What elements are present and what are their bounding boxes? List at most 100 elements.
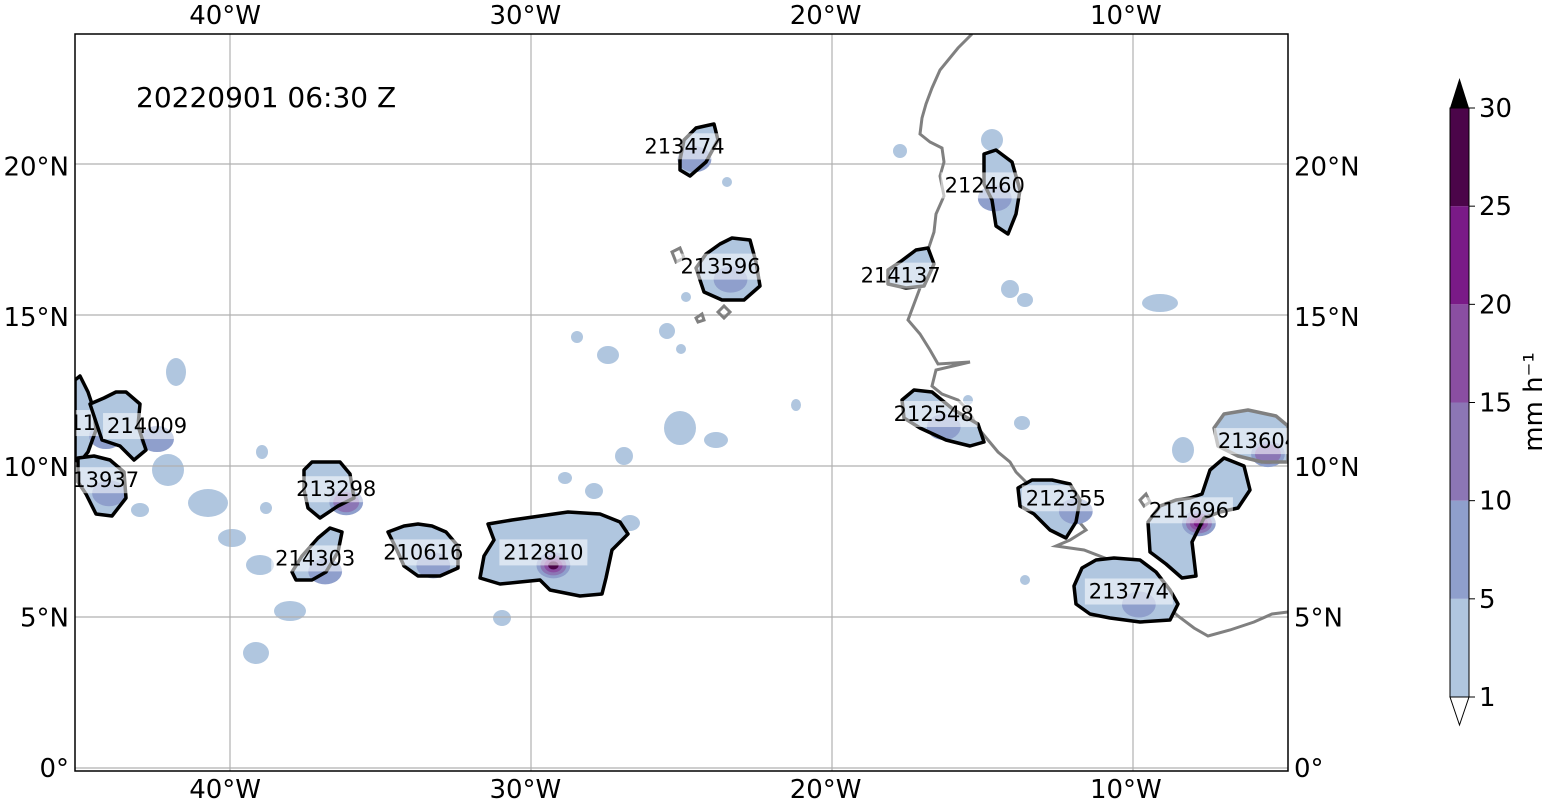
- lon-tick-label-bottom: 10°W: [1090, 775, 1162, 804]
- storm-label-box: [292, 476, 381, 503]
- rain-cell: [659, 323, 675, 339]
- rain-cell: [1014, 416, 1030, 430]
- colorbar-segment: [1450, 402, 1469, 501]
- graticule: [75, 34, 1288, 771]
- storm-214137: 214137: [856, 246, 945, 290]
- rain-cell: [893, 144, 907, 158]
- storm-label-box: [75, 467, 144, 494]
- colorbar-tick-label: 25: [1479, 192, 1512, 222]
- lat-tick-label-right: 20°N: [1294, 152, 1360, 182]
- colorbar-tick-label: 5: [1479, 585, 1496, 615]
- rain-cell: [493, 610, 511, 626]
- rain-cell: [615, 447, 633, 465]
- rain-cell: [558, 472, 572, 484]
- lon-tick-label-bottom: 30°W: [489, 775, 561, 804]
- rain-cell: [166, 358, 186, 386]
- colorbar-segment: [1450, 598, 1469, 697]
- rain-cell: [246, 555, 274, 575]
- storm-id-label: 214303: [275, 546, 355, 570]
- storm-214009: 214009: [88, 390, 192, 462]
- rain-cell: [571, 331, 583, 343]
- rain-cell: [188, 489, 228, 517]
- storm-label-box: [889, 401, 978, 428]
- rain-cell: [131, 503, 149, 517]
- rain-cell: [1020, 575, 1030, 585]
- rain-cell: [260, 502, 272, 514]
- lat-tick-label-left: 15°N: [3, 303, 69, 333]
- storm-212355: 212355: [1016, 478, 1110, 540]
- storm-outline: [1072, 556, 1180, 624]
- storm-id-label: 214009: [107, 414, 187, 438]
- colorbar-tick-label: 1: [1479, 683, 1496, 713]
- colorbar-segment: [1450, 500, 1469, 599]
- storm-label-box: [379, 539, 468, 566]
- rain-cell: [1172, 437, 1194, 463]
- storm-212548: 212548: [889, 388, 986, 448]
- storm-213298: 213298: [292, 460, 381, 520]
- storm-id-label: 213298: [296, 477, 376, 501]
- storm-id-label: 212355: [1026, 486, 1106, 510]
- rain-cell: [676, 344, 686, 354]
- storm-label-box: [856, 262, 945, 289]
- rain-cell: [1017, 293, 1033, 307]
- rain-cell: [274, 601, 306, 621]
- rain-cell: [704, 432, 728, 448]
- lon-tick-label-top: 30°W: [489, 1, 561, 31]
- rain-cell: [597, 346, 619, 364]
- rain-cell: [1142, 294, 1178, 312]
- colorbar-extend-min: [1449, 696, 1470, 727]
- storm-outline: [478, 510, 630, 598]
- storm-213604: 213604: [1212, 408, 1298, 468]
- storm-id-label: 211696: [1149, 498, 1229, 522]
- lon-tick-label-top: 20°W: [790, 1, 862, 31]
- colorbar-tick-label: 10: [1479, 487, 1512, 517]
- colorbar-tick-label: 20: [1479, 290, 1512, 320]
- coastline: [715, 303, 733, 321]
- colorbar-segment: [1450, 108, 1469, 207]
- storm-id-label: 212548: [894, 402, 974, 426]
- colorbar-segment: [1450, 206, 1469, 305]
- lon-tick-label-bottom: 40°W: [189, 775, 261, 804]
- storm-label-box: [1144, 497, 1233, 524]
- colorbar-tick-label: 30: [1479, 94, 1512, 124]
- rain-cell: [585, 483, 603, 499]
- lon-tick-label-top: 10°W: [1090, 1, 1162, 31]
- lat-tick-label-left: 20°N: [3, 152, 69, 182]
- storm-214303: 214303: [271, 526, 360, 585]
- lon-tick-label-bottom: 20°W: [790, 775, 862, 804]
- timestamp-label: 20220901 06:30 Z: [136, 81, 396, 114]
- lat-tick-label-right: 15°N: [1294, 303, 1360, 333]
- rain-cell: [218, 529, 246, 547]
- rain-cell: [243, 642, 269, 664]
- rain-cell: [1001, 280, 1019, 298]
- rain-cell: [791, 399, 801, 411]
- map-frame: [74, 33, 1289, 772]
- rain-cell: [681, 292, 691, 302]
- rain-cell: [664, 411, 696, 445]
- storm-210616: 210616: [379, 522, 468, 579]
- storm-label-box: [940, 172, 1029, 199]
- rain-cell: [981, 129, 1003, 151]
- storm-213937: 213937: [59, 454, 144, 518]
- storm-label-box: [103, 413, 192, 440]
- storm-label-box: [640, 133, 729, 160]
- storm-213596: 213596: [676, 236, 765, 302]
- storm-213774: 213774: [1072, 556, 1180, 624]
- storm-label-box: [1084, 578, 1173, 605]
- storm-211696: 211696: [1144, 456, 1252, 580]
- storm-id-label: 213937: [59, 468, 139, 492]
- storm-212810: 212810: [478, 510, 630, 598]
- storm-id-label: 213604: [1218, 429, 1298, 453]
- lon-tick-label-top: 40°W: [189, 1, 261, 31]
- lat-tick-label-right: 10°N: [1294, 453, 1360, 483]
- storm-id-label: 213774: [1089, 580, 1169, 604]
- axis-tick-labels: 40°W 40°W 30°W 30°W 20°W 20°W 10°W 10°W 0° 0° 5°N 5…: [3, 1, 1359, 804]
- storm-id-label: 213596: [680, 255, 760, 279]
- storm-label-box: [271, 545, 360, 572]
- colorbar-segment: [1450, 304, 1469, 403]
- coastline: [694, 311, 706, 324]
- rain-cell: [722, 177, 732, 187]
- colorbar-tick-label: 15: [1479, 389, 1512, 419]
